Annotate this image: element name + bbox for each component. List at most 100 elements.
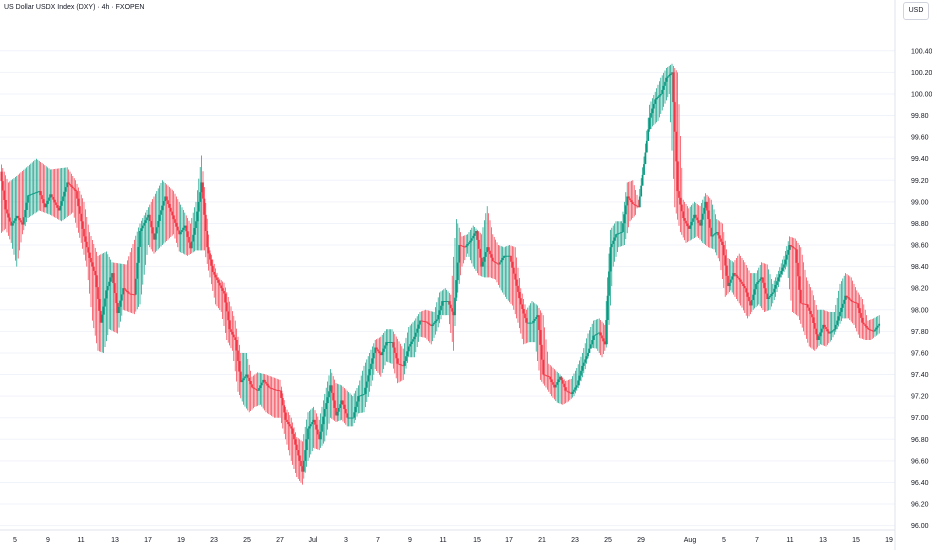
candle-body <box>708 219 711 228</box>
candle-up <box>305 419 308 467</box>
candle-body <box>246 374 249 378</box>
candle-body <box>795 249 798 263</box>
candle-body <box>351 417 354 419</box>
candle-body <box>231 331 234 335</box>
candle-body <box>157 221 160 228</box>
candle-body <box>657 96 659 99</box>
candle-up <box>591 323 594 348</box>
candle-down <box>235 328 238 382</box>
candle-body <box>183 225 186 228</box>
candle-up <box>645 130 648 153</box>
candle-up <box>407 327 410 358</box>
candle-up <box>715 219 718 256</box>
candle-up <box>454 238 456 326</box>
candle-body <box>504 255 507 257</box>
candle-up <box>199 167 202 251</box>
candle-body <box>514 273 517 280</box>
candle-down <box>801 254 804 328</box>
time-axis[interactable]: 5 9 11 13 17 19 23 25 27 Jul 3 7 9 11 15 17 21 23 25 29 Aug 5… <box>13 537 893 544</box>
candle-down <box>375 339 378 372</box>
candle-up <box>557 373 560 404</box>
candle-up <box>503 247 505 295</box>
candle-up <box>442 289 445 316</box>
candle-down <box>263 374 266 411</box>
candle-body <box>608 271 610 296</box>
candle-body <box>238 361 241 372</box>
grid-lines <box>0 50 895 527</box>
candle-body <box>49 194 52 198</box>
candle-body <box>664 81 666 86</box>
candle-up <box>34 159 36 214</box>
candle-body <box>277 390 280 391</box>
candle-up <box>62 167 64 221</box>
candle-body <box>14 218 17 221</box>
candle-body <box>36 191 39 193</box>
candle-up <box>154 193 157 253</box>
candle-down <box>857 292 860 335</box>
candle-up <box>48 168 50 215</box>
candle-up <box>27 166 29 219</box>
candle-body <box>259 385 262 389</box>
candle-down <box>724 240 727 297</box>
candle-down <box>602 323 605 355</box>
candle-up <box>244 352 246 407</box>
candle-body <box>521 304 524 309</box>
candle-down <box>790 236 792 301</box>
candle-up <box>755 273 757 308</box>
candle-body <box>60 201 63 206</box>
candle-down <box>3 171 6 231</box>
candle-down <box>20 172 22 243</box>
candle-body <box>538 315 540 331</box>
candle-body <box>168 204 171 208</box>
candle-body <box>185 225 188 232</box>
candle-body <box>546 375 549 377</box>
candle-body <box>749 301 752 306</box>
candle-down <box>8 181 11 240</box>
candle-body <box>515 279 518 286</box>
currency-badge[interactable]: USD <box>903 2 929 20</box>
candle-down <box>379 336 382 377</box>
candle-body <box>127 292 130 294</box>
candle-down <box>209 250 211 278</box>
candle-up <box>242 352 245 405</box>
candle-down <box>17 174 20 259</box>
candle-up <box>441 290 444 316</box>
candle-up <box>102 252 105 353</box>
candle-down <box>864 309 867 340</box>
candle-body <box>715 232 718 234</box>
candle-up <box>505 246 508 299</box>
candle-down <box>290 417 293 461</box>
candle-down <box>265 374 267 413</box>
candle-down <box>687 208 690 242</box>
candle-body <box>265 381 267 384</box>
candle-body <box>790 245 792 247</box>
candle-down <box>868 320 871 340</box>
candle-up <box>508 245 511 303</box>
candle-body <box>644 152 647 165</box>
candle-down <box>795 240 798 316</box>
candle-down <box>862 304 865 340</box>
candle-body <box>328 391 330 398</box>
price-axis[interactable]: 96.00 96.20 96.40 96.60 96.80 97.00 97.20 97.40… <box>911 48 932 530</box>
candle-down <box>4 175 7 229</box>
candle-down <box>396 338 399 384</box>
candle-body <box>137 246 140 263</box>
candle-up <box>196 190 199 251</box>
candle-body <box>724 255 727 266</box>
candle-body <box>806 304 809 308</box>
candle-body <box>829 332 832 334</box>
candle-up <box>444 288 447 316</box>
candle-up <box>840 281 843 322</box>
candle-body <box>853 301 855 303</box>
y-tick-label: 98.20 <box>911 286 929 293</box>
candle-down <box>39 161 42 212</box>
candle-body <box>588 348 591 353</box>
candle-up <box>818 309 820 346</box>
candle-up <box>370 349 372 387</box>
candle-down <box>270 376 273 416</box>
candle-down <box>872 318 875 338</box>
y-tick-label: 97.00 <box>911 415 929 422</box>
candle-body <box>637 206 640 208</box>
candle-down <box>851 280 854 324</box>
